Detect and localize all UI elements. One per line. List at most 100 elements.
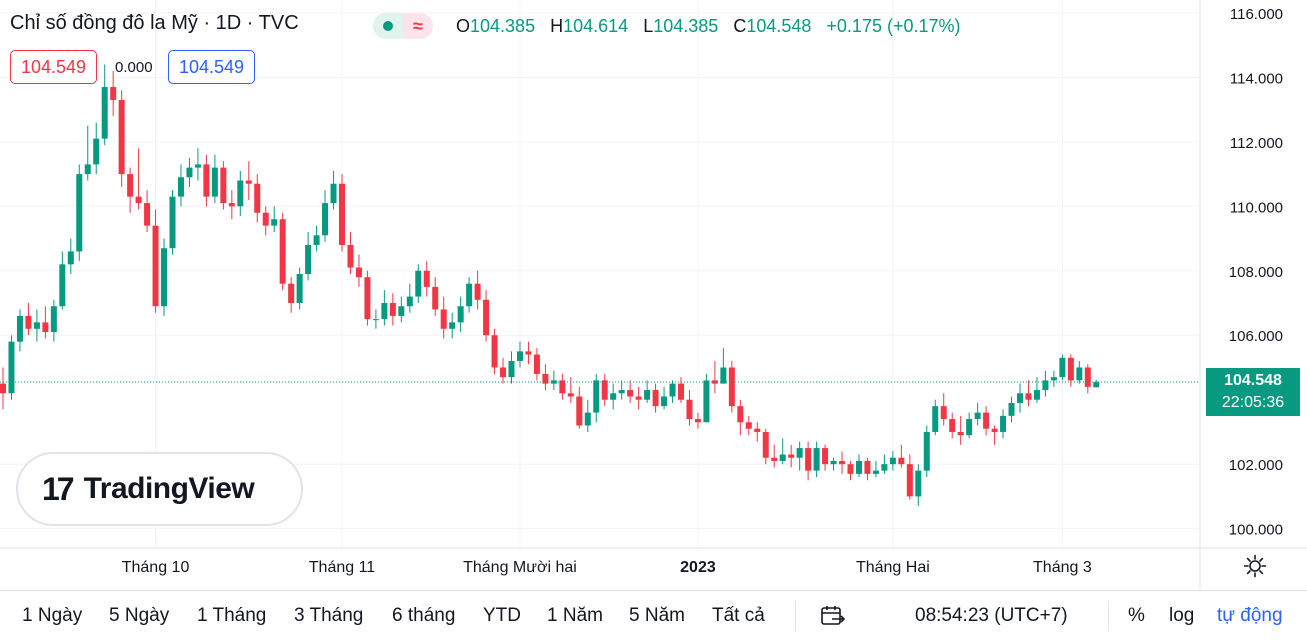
toolbar-divider <box>795 601 796 631</box>
candle-body <box>169 196 176 249</box>
candle-body <box>42 322 49 333</box>
candle <box>745 415 752 436</box>
buy-price-button[interactable]: 104.549 <box>168 50 256 84</box>
candle-body <box>737 406 744 423</box>
range-5y[interactable]: 5 Năm <box>629 605 685 626</box>
candle <box>906 454 913 500</box>
candle <box>101 64 108 146</box>
candle-body <box>355 267 362 278</box>
range-3m[interactable]: 3 Tháng <box>294 605 364 626</box>
candle <box>508 351 515 384</box>
candle <box>618 380 625 400</box>
market-open-dot-icon <box>373 13 403 39</box>
candle-body <box>567 393 574 397</box>
candle <box>279 212 286 291</box>
candle <box>474 270 481 310</box>
candle-body <box>1025 393 1032 400</box>
candle <box>152 209 159 313</box>
candle <box>322 190 329 242</box>
candle <box>203 154 210 207</box>
candle <box>271 206 278 233</box>
candle <box>389 293 396 326</box>
candle-body <box>1033 390 1040 400</box>
chart-canvas[interactable]: 116.000 114.000 112.000 110.000 108.000 106.0… <box>0 0 1307 590</box>
symbol-title[interactable]: Chỉ số đồng đô la Mỹ · 1D · TVC <box>10 12 299 34</box>
candle <box>211 154 218 204</box>
range-ytd[interactable]: YTD <box>483 605 521 626</box>
candle <box>127 167 134 213</box>
time-axis[interactable]: Tháng 10 Tháng 11 Tháng Mười hai 2023 Tháng … <box>122 559 1092 576</box>
candle <box>254 174 261 223</box>
time-tick-label: Tháng 3 <box>1033 559 1092 576</box>
candle-body <box>652 390 659 407</box>
candle-body <box>830 460 837 465</box>
range-5d[interactable]: 5 Ngày <box>109 605 170 626</box>
candle-body <box>288 283 295 304</box>
range-all[interactable]: Tất cả <box>712 605 765 626</box>
candle-body <box>398 306 405 316</box>
candle-body <box>177 177 184 197</box>
range-1m[interactable]: 1 Tháng <box>197 605 267 626</box>
clock-timezone[interactable]: 08:54:23 (UTC+7) <box>915 605 1068 626</box>
candle-body <box>1050 377 1057 381</box>
candle <box>788 444 795 468</box>
candle <box>728 361 735 413</box>
candle <box>542 364 549 391</box>
candle <box>0 367 6 410</box>
candle-body <box>381 303 388 320</box>
candle <box>500 357 507 384</box>
candle <box>440 296 447 339</box>
candle <box>1033 377 1040 403</box>
candle-body <box>322 203 329 236</box>
candle-body <box>347 244 354 268</box>
candle <box>245 161 252 200</box>
candle <box>305 232 312 281</box>
range-1y[interactable]: 1 Năm <box>547 605 603 626</box>
candle-body <box>644 390 651 400</box>
candle-body <box>686 399 693 420</box>
candle-body <box>923 431 930 471</box>
price-tick-label: 114.000 <box>1230 70 1283 87</box>
candle <box>550 370 557 391</box>
range-1d[interactable]: 1 Ngày <box>22 605 83 626</box>
candle <box>33 309 40 342</box>
time-tick-label: Tháng 10 <box>122 559 190 576</box>
candle <box>957 415 964 445</box>
tv-logo-mark: 17 <box>42 470 75 507</box>
percent-toggle[interactable]: % <box>1128 605 1145 626</box>
candle <box>372 309 379 329</box>
candle <box>559 373 566 400</box>
candle-body <box>1084 367 1091 387</box>
price-tick-label: 116.000 <box>1230 6 1283 23</box>
candle-body <box>423 270 430 287</box>
candle <box>84 125 91 181</box>
candle <box>8 335 15 400</box>
candle-body <box>1042 380 1049 391</box>
tradingview-logo[interactable]: 17 TradingView <box>16 452 303 526</box>
time-tick-label: Tháng Mười hai <box>463 559 577 576</box>
price-axis[interactable]: 116.000 114.000 112.000 110.000 108.000 106.0… <box>1229 6 1283 539</box>
open-value: 104.385 <box>470 16 536 36</box>
candle <box>1017 383 1023 413</box>
range-6m[interactable]: 6 tháng <box>392 605 456 626</box>
candle-body <box>949 419 956 432</box>
open-key: O <box>456 16 471 36</box>
auto-scale-toggle[interactable]: tự động <box>1217 605 1283 626</box>
candle <box>991 425 998 445</box>
sell-price-button[interactable]: 104.549 <box>10 50 98 84</box>
log-toggle[interactable]: log <box>1169 605 1195 626</box>
candle-body <box>779 454 786 461</box>
candle <box>16 309 23 352</box>
calendar-arrow-icon[interactable] <box>820 604 846 628</box>
gear-icon[interactable] <box>1243 554 1267 578</box>
change-value: +0.175 (+0.17%) <box>826 16 961 36</box>
candle <box>703 373 710 423</box>
candle <box>796 441 803 471</box>
candle-body <box>1093 382 1100 388</box>
candle-body <box>101 87 108 139</box>
market-status[interactable]: ≈ <box>373 13 433 39</box>
candle-body <box>0 383 6 394</box>
candle-body <box>584 412 591 426</box>
candle <box>1076 361 1083 384</box>
candle <box>627 380 634 403</box>
